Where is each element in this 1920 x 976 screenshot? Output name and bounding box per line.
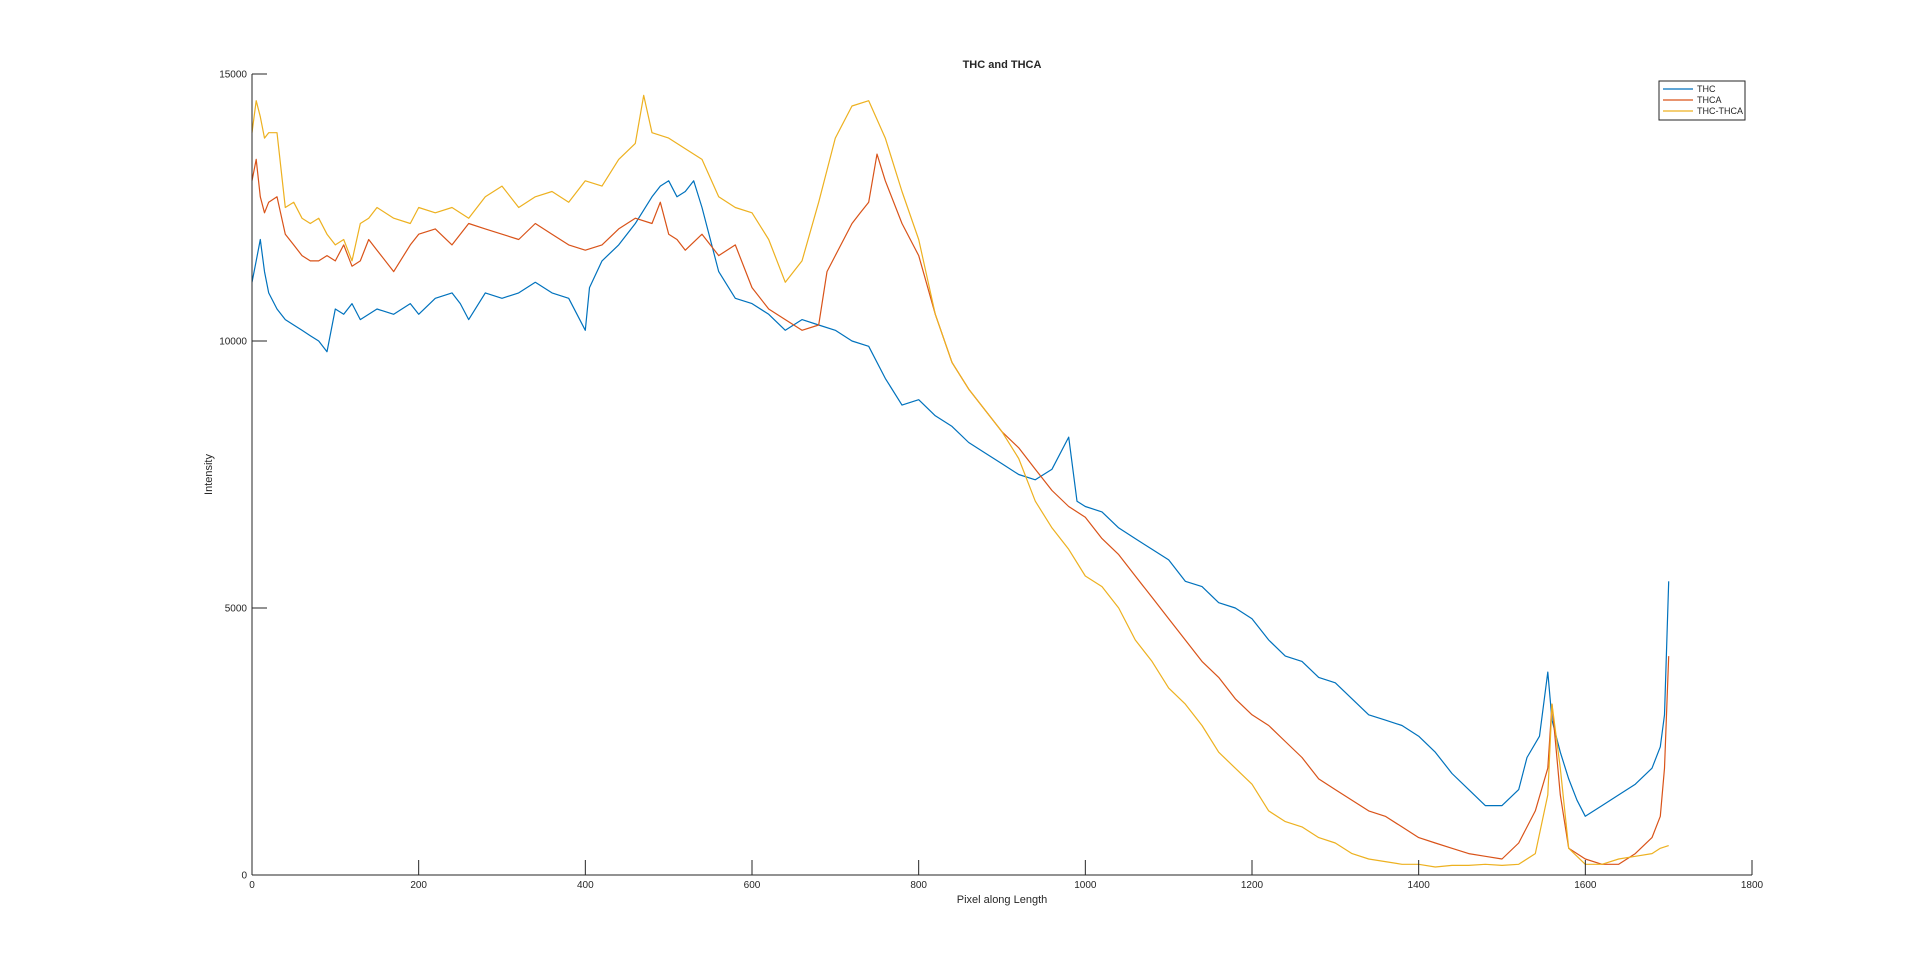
series-line-thc-thca <box>251 94 1669 868</box>
series-line-thca <box>251 153 1670 865</box>
axes: 0 200 400 600 800 1000 1200 1400 1600 1800 0 5000 10… <box>219 70 1763 892</box>
series-line-thc <box>251 180 1670 817</box>
x-tick-label: 1800 <box>1741 880 1764 891</box>
y-axis-label: Intensity <box>203 454 215 495</box>
y-tick-label: 5000 <box>225 604 248 615</box>
x-tick-label: 800 <box>910 880 927 891</box>
x-tick-label: 1000 <box>1074 880 1097 891</box>
y-tick-label: 15000 <box>219 70 247 81</box>
legend-entry-label: THC <box>1697 84 1716 94</box>
x-tick-label: 1600 <box>1574 880 1597 891</box>
x-tick-label: 200 <box>410 880 427 891</box>
x-axis-label: Pixel along Length <box>957 894 1048 906</box>
y-tick-label: 0 <box>241 871 247 882</box>
chart-title: THC and THCA <box>963 59 1042 71</box>
x-tick-label: 1200 <box>1241 880 1264 891</box>
plot-lines <box>251 94 1670 868</box>
x-tick-label: 600 <box>744 880 761 891</box>
legend-entry-label: THCA <box>1697 95 1722 105</box>
x-tick-label: 400 <box>577 880 594 891</box>
x-tick-label: 0 <box>249 880 255 891</box>
y-tick-label: 10000 <box>219 337 247 348</box>
x-tick-label: 1400 <box>1408 880 1431 891</box>
legend-entry-label: THC-THCA <box>1697 106 1743 116</box>
